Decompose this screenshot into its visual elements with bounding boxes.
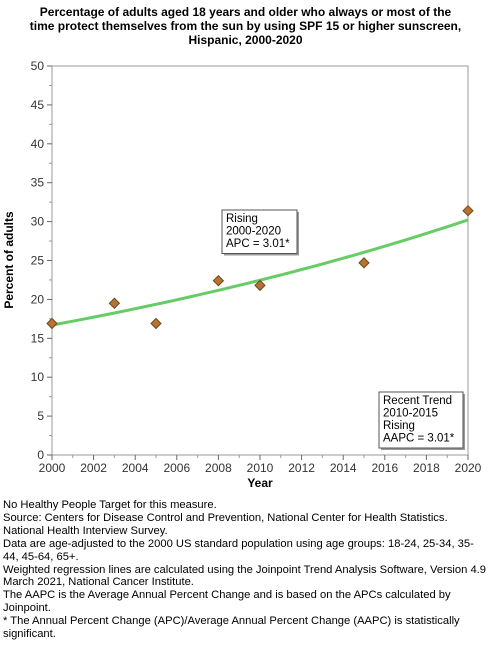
footnote: No Healthy People Target for this measur… — [3, 499, 217, 511]
x-axis-label: Year — [247, 476, 273, 490]
x-tick-label: 2014 — [330, 461, 357, 475]
data-point — [150, 317, 162, 330]
y-tick-label: 15 — [31, 331, 45, 345]
x-tick-label: 2016 — [371, 461, 398, 475]
x-tick-label: 2018 — [413, 461, 440, 475]
data-point — [212, 275, 225, 287]
annotation-text: Recent Trend — [383, 395, 452, 407]
x-tick-label: 2008 — [205, 461, 232, 475]
annotation-text: 2000-2020 — [226, 226, 281, 238]
footnote: Source: Centers for Disease Control and … — [3, 511, 448, 537]
y-tick-label: 30 — [31, 215, 45, 229]
footnote: Weighted regression lines are calculated… — [3, 563, 486, 589]
data-point — [462, 205, 474, 217]
data-point — [254, 279, 266, 292]
y-tick-label: 25 — [31, 254, 45, 268]
data-point — [46, 317, 58, 330]
y-tick-label: 35 — [31, 176, 45, 190]
annotation-text: APC = 3.01* — [226, 238, 290, 250]
plot-area — [51, 65, 469, 456]
data-point — [358, 257, 370, 269]
footnote: * The Annual Percent Change (APC)/Averag… — [3, 615, 460, 641]
y-tick-label: 50 — [31, 59, 45, 73]
x-tick-label: 2004 — [122, 461, 149, 475]
scatter-chart: 0 5 10 15 20 25 30 35 40 45 50 2000 2002 2004 2006 2008… — [2, 59, 482, 490]
annotation-text: Rising — [226, 213, 258, 225]
y-tick-label: 45 — [31, 98, 45, 112]
annotation-text: Rising — [383, 420, 415, 432]
y-tick-label: 0 — [37, 448, 44, 462]
annotation-text: AAPC = 3.01* — [383, 433, 455, 445]
chart-title: Percentage of adults aged 18 years and o… — [0, 5, 491, 47]
y-tick-label: 10 — [31, 370, 45, 384]
chart-title-line: Percentage of adults aged 18 years and o… — [39, 5, 452, 19]
y-tick-label: 20 — [31, 292, 45, 306]
y-axis-label: Percent of adults — [2, 211, 16, 309]
annotation-box — [221, 209, 298, 254]
x-tick-label: 2006 — [163, 461, 190, 475]
y-tick-label: 40 — [31, 137, 45, 151]
x-tick-label: 2012 — [288, 461, 315, 475]
annotation-box — [378, 391, 464, 449]
chart-title-line: time protect themselves from the sun by … — [29, 19, 462, 33]
chart-title-line: Hispanic, 2000-2020 — [188, 33, 303, 47]
data-point — [108, 297, 121, 309]
footnote: Data are age-adjusted to the 2000 US sta… — [3, 537, 474, 563]
x-tick-label: 2002 — [80, 461, 107, 475]
y-tick-label: 5 — [37, 409, 44, 423]
x-tick-label: 2000 — [39, 461, 66, 475]
annotation-text: 2010-2015 — [383, 408, 438, 420]
footnote: The AAPC is the Average Annual Percent C… — [3, 589, 451, 615]
x-tick-label: 2010 — [247, 461, 274, 475]
footnotes: No Healthy People Target for this measur… — [3, 499, 489, 641]
x-tick-label: 2020 — [455, 461, 482, 475]
